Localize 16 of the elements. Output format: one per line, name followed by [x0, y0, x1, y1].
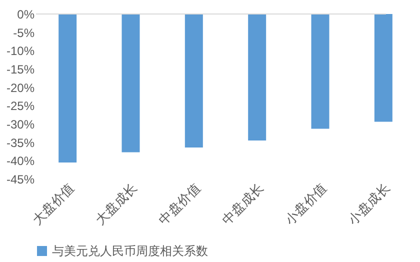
y-tick-label: -10% — [6, 44, 35, 58]
x-tick-label: 中盘价值 — [156, 180, 204, 228]
x-tick-label: 小盘成长 — [345, 180, 393, 228]
y-tick-label: -15% — [6, 62, 35, 76]
legend-label: 与美元兑人民币周度相关系数 — [52, 244, 208, 258]
y-tick-label: 0% — [17, 8, 35, 22]
x-tick-label: 小盘价值 — [282, 180, 330, 228]
y-tick-label: -25% — [6, 99, 35, 114]
y-tick-label: -5% — [13, 26, 35, 40]
y-tick-label: -20% — [6, 80, 35, 95]
y-tick-label: -30% — [6, 118, 35, 132]
y-tick-label: -40% — [6, 154, 35, 168]
y-tick-label: -35% — [6, 136, 35, 150]
x-tick-label: 中盘成长 — [218, 180, 266, 228]
x-tick-label: 大盘成长 — [92, 180, 140, 228]
y-tick-label: -45% — [6, 172, 35, 186]
